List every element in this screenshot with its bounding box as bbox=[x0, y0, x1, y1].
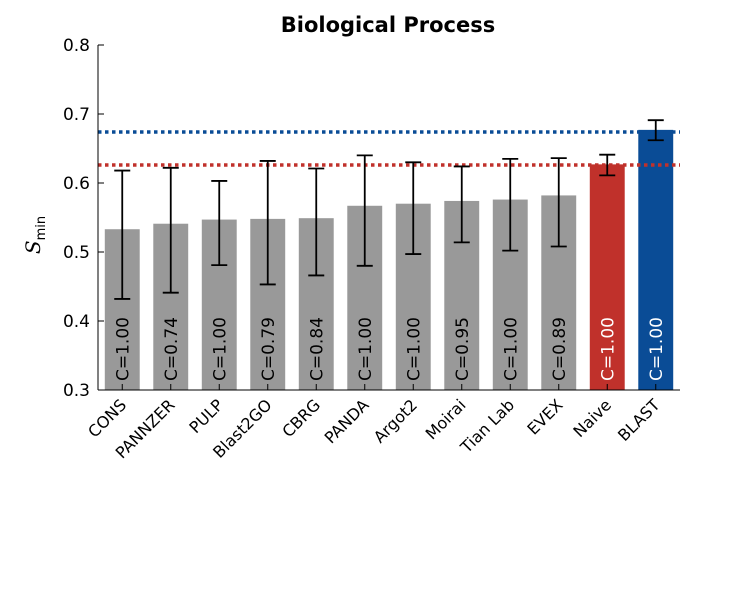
x-tick-label: CBRG bbox=[278, 395, 324, 441]
bar bbox=[589, 164, 625, 390]
coverage-label: C=0.79 bbox=[259, 317, 279, 381]
coverage-label: C=1.00 bbox=[210, 317, 230, 381]
y-tick-label: 0.6 bbox=[63, 174, 90, 194]
chart-title: Biological Process bbox=[281, 13, 495, 37]
y-axis-label-sub: min bbox=[34, 216, 49, 241]
coverage-label: C=1.00 bbox=[598, 317, 618, 381]
coverage-label: C=0.89 bbox=[550, 317, 570, 381]
bar bbox=[638, 129, 674, 390]
coverage-label: C=0.95 bbox=[453, 317, 473, 381]
y-tick-label: 0.5 bbox=[63, 243, 90, 263]
coverage-label: C=1.00 bbox=[647, 317, 667, 381]
y-tick-label: 0.8 bbox=[63, 36, 90, 56]
coverage-label: C=1.00 bbox=[501, 317, 521, 381]
coverage-label: C=0.74 bbox=[162, 317, 182, 381]
y-tick-label: 0.7 bbox=[63, 105, 90, 125]
plot-area: C=1.00 C=0.74 C=1.00 C=0.79 C=0.84 C=1.00 C=1.… bbox=[63, 36, 680, 462]
x-tick-label: CONS bbox=[84, 395, 130, 441]
coverage-label: C=0.84 bbox=[307, 317, 327, 381]
coverage-label: C=1.00 bbox=[404, 317, 424, 381]
x-tick-label: BLAST bbox=[614, 395, 664, 445]
y-axis-label-main: S bbox=[21, 240, 45, 254]
y-tick-label: 0.3 bbox=[63, 381, 90, 401]
x-tick-label: PANDA bbox=[321, 395, 373, 447]
x-tick-label: PULP bbox=[185, 395, 227, 437]
y-axis-label: Smin bbox=[21, 216, 49, 254]
svg-text:Smin: Smin bbox=[21, 216, 49, 254]
x-tick-label: Naive bbox=[569, 395, 615, 441]
x-tick-label: EVEX bbox=[523, 395, 566, 438]
x-tick-label: Argot2 bbox=[370, 395, 421, 446]
x-tick-label: Moirai bbox=[422, 395, 470, 443]
y-tick-label: 0.4 bbox=[63, 312, 90, 332]
coverage-label: C=1.00 bbox=[356, 317, 376, 381]
coverage-label: C=1.00 bbox=[113, 317, 133, 381]
